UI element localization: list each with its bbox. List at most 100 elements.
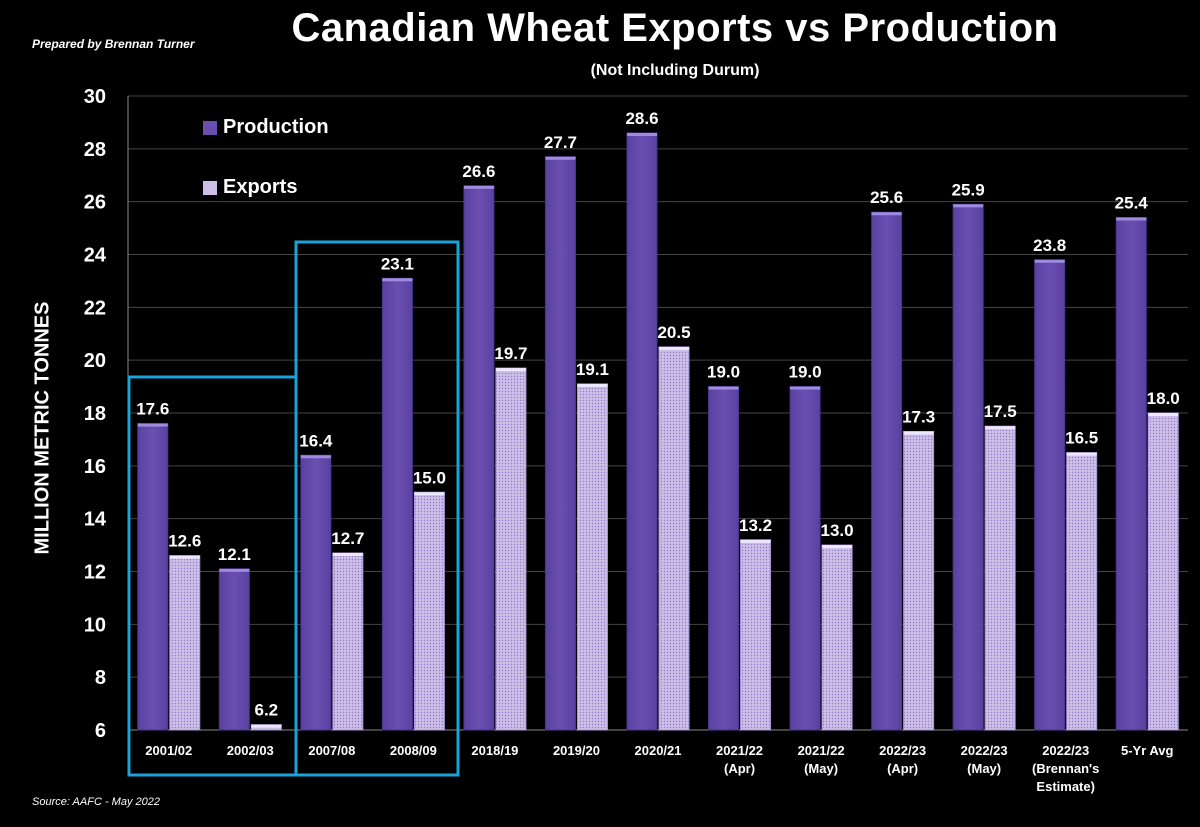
production-bar-cap xyxy=(545,156,576,160)
y-tick-label: 22 xyxy=(84,297,106,319)
y-tick-label: 30 xyxy=(84,86,106,108)
exports-bar-cap xyxy=(495,368,526,372)
chart-title: Canadian Wheat Exports vs Production xyxy=(291,6,1059,50)
exports-bar xyxy=(495,367,527,731)
x-tick-label: Estimate) xyxy=(1036,779,1095,794)
production-bar-cap xyxy=(627,132,657,136)
production-bar xyxy=(708,386,740,731)
exports-value-label: 12.6 xyxy=(168,532,201,551)
exports-bar xyxy=(903,430,935,731)
exports-bar xyxy=(658,346,690,731)
exports-bar-cap xyxy=(740,539,771,543)
x-tick-label: 2018/19 xyxy=(471,743,518,758)
exports-bar xyxy=(821,544,853,731)
x-tick-label: (May) xyxy=(804,761,838,776)
x-tick-label: (May) xyxy=(967,761,1001,776)
production-value-label: 25.4 xyxy=(1115,194,1149,213)
exports-value-label: 12.7 xyxy=(331,529,364,548)
production-bar-cap xyxy=(137,423,168,427)
exports-value-label: 19.7 xyxy=(494,344,527,363)
production-bar xyxy=(381,277,413,731)
exports-bar xyxy=(413,491,445,731)
production-bar-cap xyxy=(300,455,331,459)
production-value-label: 16.4 xyxy=(299,431,333,450)
exports-value-label: 15.0 xyxy=(413,468,446,487)
production-bar xyxy=(871,211,903,731)
highlight-box xyxy=(294,240,460,777)
production-bar-cap xyxy=(1034,259,1065,263)
exports-value-label: 13.2 xyxy=(739,516,772,535)
exports-bar-cap xyxy=(985,426,1016,430)
production-value-label: 27.7 xyxy=(544,133,577,152)
exports-bar xyxy=(1066,452,1098,731)
exports-bar-cap xyxy=(332,553,363,557)
exports-value-label: 19.1 xyxy=(576,360,609,379)
production-value-label: 25.9 xyxy=(952,180,985,199)
exports-bar xyxy=(576,383,608,731)
prepared-by-note: Prepared by Brennan Turner xyxy=(32,37,195,51)
x-tick-label: 2007/08 xyxy=(308,743,355,758)
production-value-label: 23.8 xyxy=(1033,236,1066,255)
production-bar xyxy=(952,203,984,731)
exports-bar xyxy=(984,425,1016,731)
production-bar-cap xyxy=(871,212,902,216)
y-tick-label: 16 xyxy=(84,456,106,478)
exports-value-label: 17.5 xyxy=(984,402,1017,421)
production-bar xyxy=(137,423,169,731)
production-bar xyxy=(218,568,250,731)
y-tick-label: 12 xyxy=(84,562,106,584)
production-bar-cap xyxy=(463,185,494,189)
production-value-label: 26.6 xyxy=(462,162,495,181)
exports-bar-cap xyxy=(577,383,608,387)
exports-bar-cap xyxy=(903,431,934,435)
production-bar xyxy=(626,132,658,731)
exports-bar-cap xyxy=(169,555,200,559)
x-tick-label: 2019/20 xyxy=(553,743,600,758)
x-tick-label: 2008/09 xyxy=(390,743,437,758)
y-tick-label: 6 xyxy=(95,720,106,742)
production-value-label: 19.0 xyxy=(789,363,822,382)
exports-value-label: 17.3 xyxy=(902,407,935,426)
exports-bar-cap xyxy=(414,492,445,496)
x-tick-label: 2022/23 xyxy=(1042,743,1089,758)
x-tick-label: 2022/23 xyxy=(961,743,1008,758)
x-tick-label: 2002/03 xyxy=(227,743,274,758)
chart-subtitle: (Not Including Durum) xyxy=(590,62,760,79)
production-bar xyxy=(300,454,332,731)
exports-bar xyxy=(740,539,772,731)
exports-value-label: 13.0 xyxy=(821,521,854,540)
exports-bar-cap xyxy=(1066,452,1097,456)
legend-production-label: Production xyxy=(223,116,329,138)
exports-value-label: 20.5 xyxy=(657,323,690,342)
y-tick-label: 18 xyxy=(84,403,106,425)
production-bar xyxy=(789,386,821,731)
production-value-label: 12.1 xyxy=(218,545,251,564)
exports-value-label: 18.0 xyxy=(1147,389,1180,408)
y-tick-label: 26 xyxy=(84,192,106,214)
exports-bar-cap xyxy=(659,346,689,350)
y-tick-label: 20 xyxy=(84,350,106,372)
production-bar-cap xyxy=(219,568,250,572)
x-tick-label: (Apr) xyxy=(887,761,918,776)
y-tick-label: 10 xyxy=(84,614,106,636)
exports-bar-cap xyxy=(251,724,282,728)
production-value-label: 19.0 xyxy=(707,363,740,382)
legend-production: Production xyxy=(203,116,329,139)
production-value-label: 28.6 xyxy=(625,109,658,128)
production-bar xyxy=(544,156,576,731)
production-value-label: 25.6 xyxy=(870,188,903,207)
x-tick-label: 2020/21 xyxy=(635,743,682,758)
production-bar-cap xyxy=(1116,217,1147,221)
exports-bar xyxy=(1147,412,1179,731)
production-bar-cap xyxy=(382,278,413,282)
legend-exports: Exports xyxy=(203,176,297,199)
source-note: Source: AAFC - May 2022 xyxy=(32,796,160,808)
production-value-label: 23.1 xyxy=(381,254,414,273)
exports-value-label: 6.2 xyxy=(254,701,278,720)
legend-production-swatch xyxy=(203,120,217,135)
exports-bar-cap xyxy=(1148,413,1179,416)
production-bar xyxy=(463,185,495,731)
x-tick-label: 2021/22 xyxy=(716,743,763,758)
y-tick-label: 8 xyxy=(95,667,106,689)
